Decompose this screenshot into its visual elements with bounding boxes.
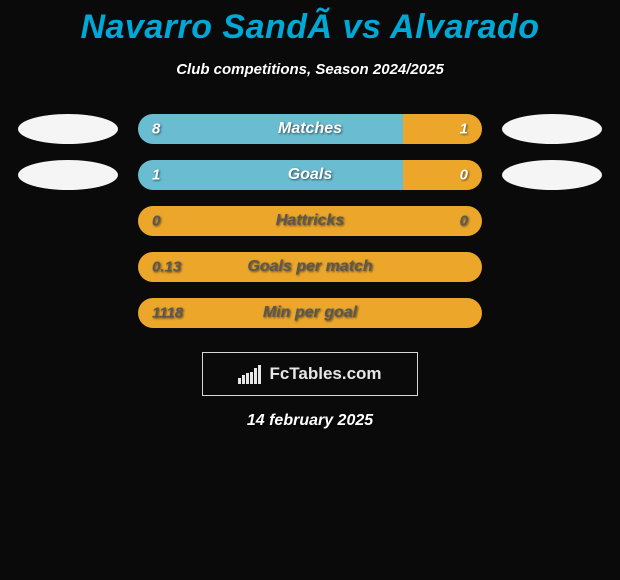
bar-value-right: 0 [460, 167, 468, 184]
bar-label: Goals per match [138, 258, 482, 276]
comparison-card: Navarro SandÃ vs Alvarado Club competiti… [0, 0, 620, 430]
oval-spacer [18, 252, 118, 282]
player-left-oval [18, 160, 118, 190]
stat-bar: Goals1 0 [138, 160, 482, 190]
logo-chart-icon [238, 364, 261, 384]
oval-spacer [502, 298, 602, 328]
stat-row: Goals per match0.13 [0, 252, 620, 282]
stat-row: Goals1 0 [0, 160, 620, 190]
bar-value-left: 8 [152, 121, 160, 138]
bar-label: Min per goal [138, 304, 482, 322]
bar-label: Hattricks [138, 212, 482, 230]
bar-value-left: 1118 [152, 305, 183, 322]
stat-bar: Goals per match0.13 [138, 252, 482, 282]
stat-bar: Matches8 1 [138, 114, 482, 144]
bar-value-left: 1 [152, 167, 160, 184]
bar-value-right: 1 [460, 121, 468, 138]
stat-bar: Hattricks0 0 [138, 206, 482, 236]
player-right-oval [502, 114, 602, 144]
stat-row: Min per goal1118 [0, 298, 620, 328]
player-right-oval [502, 160, 602, 190]
bar-label: Goals [138, 166, 482, 184]
stat-row: Hattricks0 0 [0, 206, 620, 236]
stat-row: Matches8 1 [0, 114, 620, 144]
logo-box: FcTables.com [202, 352, 418, 396]
bar-value-left: 0.13 [152, 259, 181, 276]
oval-spacer [502, 206, 602, 236]
stat-bar: Min per goal1118 [138, 298, 482, 328]
subtitle: Club competitions, Season 2024/2025 [0, 61, 620, 78]
bar-label: Matches [138, 120, 482, 138]
logo-text: FcTables.com [269, 364, 381, 384]
player-left-oval [18, 114, 118, 144]
oval-spacer [18, 298, 118, 328]
stat-rows: Matches81Goals10Hattricks00Goals per mat… [0, 114, 620, 328]
oval-spacer [18, 206, 118, 236]
page-title: Navarro SandÃ vs Alvarado [0, 8, 620, 47]
bar-value-right: 0 [460, 213, 468, 230]
oval-spacer [502, 252, 602, 282]
date-text: 14 february 2025 [0, 412, 620, 430]
bar-value-left: 0 [152, 213, 160, 230]
